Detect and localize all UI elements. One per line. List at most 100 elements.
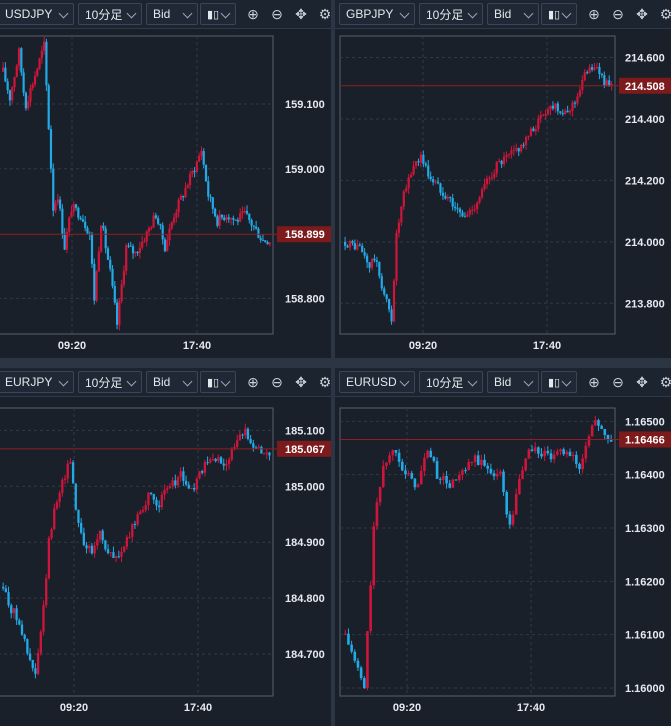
price-type-select[interactable]: Bid (487, 371, 539, 393)
candle-body (182, 471, 185, 481)
y-tick-label: 158.800 (285, 293, 325, 305)
price-type-select[interactable]: Bid (146, 3, 198, 25)
candle-body (26, 639, 29, 654)
candle-body (204, 164, 208, 182)
candle-body (470, 461, 474, 463)
zoom-out-icon[interactable]: ⊖ (612, 374, 624, 390)
candle-body (79, 217, 82, 220)
plot-area (339, 35, 616, 335)
candle-body (195, 161, 198, 172)
candle-body (511, 514, 515, 525)
candle-body (143, 241, 146, 243)
settings-icon[interactable]: ⚙ (318, 6, 331, 22)
candle-body (410, 174, 413, 178)
candle-body (495, 161, 498, 174)
candle-body (510, 150, 513, 155)
candle-body (507, 154, 511, 156)
candle-body (451, 198, 454, 207)
candle-body (426, 450, 429, 458)
settings-icon[interactable]: ⚙ (318, 374, 331, 390)
candle-body (378, 261, 381, 277)
candle-body (353, 243, 356, 250)
candle-body (17, 48, 21, 66)
candle-body (608, 80, 611, 86)
candle-body (177, 199, 180, 213)
price-chart[interactable]: 1.16500 1.16400 1.16300 1.16200 1.16100 1.160… (335, 368, 671, 726)
timeframe-select[interactable]: 10分足 (78, 3, 142, 25)
candle-body (483, 184, 486, 190)
candle-body (112, 552, 115, 558)
candle-body (42, 605, 45, 632)
candle-body (556, 103, 559, 112)
settings-icon[interactable]: ⚙ (659, 374, 671, 390)
price-chart[interactable]: 185.100 185.000 184.900 184.800 184.700 09:20… (0, 368, 331, 726)
candle-body (587, 436, 591, 446)
candle-body (603, 75, 606, 86)
candle-body (134, 251, 137, 254)
candle-body (136, 514, 139, 525)
candle-body (138, 247, 141, 254)
timeframe-label: 10分足 (85, 375, 123, 390)
price-chart[interactable]: 159.100 159.000 158.800 09:20 17:40 158.899 (0, 0, 331, 358)
candle-body (174, 480, 177, 486)
candle-body (549, 453, 553, 460)
zoom-out-icon[interactable]: ⊖ (612, 6, 624, 22)
timeframe-select[interactable]: 10分足 (78, 371, 142, 393)
candle-body (471, 209, 474, 211)
candle-body (400, 461, 404, 471)
candle-body (461, 470, 464, 475)
x-tick-label: 09:20 (60, 702, 88, 714)
candle-body (65, 231, 69, 250)
candle-body (40, 50, 43, 59)
candle-body (52, 168, 55, 211)
candle-body (136, 251, 139, 254)
candle-body (268, 242, 271, 245)
candle-body (141, 241, 144, 248)
zoom-out-icon[interactable]: ⊖ (271, 6, 283, 22)
candle-body (125, 245, 128, 271)
candle-body (348, 241, 352, 248)
zoom-in-icon[interactable]: ⊕ (247, 6, 259, 22)
chart-type-select[interactable]: ▮▯ (200, 3, 236, 25)
candle-body (63, 233, 66, 250)
chart-type-select[interactable]: ▮▯ (541, 371, 577, 393)
settings-icon[interactable]: ⚙ (659, 6, 671, 22)
move-icon[interactable]: ✥ (636, 6, 648, 22)
chart-type-select[interactable]: ▮▯ (200, 371, 236, 393)
candle-body (179, 195, 183, 200)
price-type-label: Bid (494, 7, 512, 21)
zoom-in-icon[interactable]: ⊕ (588, 374, 600, 390)
zoom-out-icon[interactable]: ⊖ (271, 374, 283, 390)
candle-body (578, 463, 581, 470)
candle-body (218, 214, 221, 226)
price-type-select[interactable]: Bid (146, 371, 198, 393)
move-icon[interactable]: ✥ (636, 374, 648, 390)
candle-body (520, 144, 523, 152)
candle-body (449, 196, 452, 199)
timeframe-select[interactable]: 10分足 (419, 371, 483, 393)
price-type-select[interactable]: Bid (487, 3, 539, 25)
symbol-select[interactable]: EURJPY (0, 371, 74, 393)
candle-body (407, 472, 410, 475)
candle-body (2, 67, 5, 72)
plot-area (339, 407, 616, 697)
zoom-in-icon[interactable]: ⊕ (247, 374, 259, 390)
move-icon[interactable]: ✥ (295, 374, 307, 390)
candle-body (456, 208, 459, 210)
candle-body (395, 232, 398, 281)
symbol-select[interactable]: EURUSD (339, 371, 415, 393)
candle-body (549, 105, 552, 110)
zoom-in-icon[interactable]: ⊕ (588, 6, 600, 22)
price-chart[interactable]: 214.600 214.400 214.200 214.000 213.800 09:20… (335, 0, 671, 358)
move-icon[interactable]: ✥ (295, 6, 307, 22)
candle-body (147, 228, 151, 232)
symbol-select[interactable]: USDJPY (0, 3, 74, 25)
candle-body (537, 118, 540, 130)
candle-body (244, 428, 247, 436)
candle-body (400, 206, 403, 223)
symbol-select[interactable]: GBPJPY (339, 3, 415, 25)
timeframe-select[interactable]: 10分足 (419, 3, 483, 25)
candle-body (565, 451, 569, 455)
chart-type-select[interactable]: ▮▯ (541, 3, 577, 25)
candle-body (458, 208, 462, 213)
